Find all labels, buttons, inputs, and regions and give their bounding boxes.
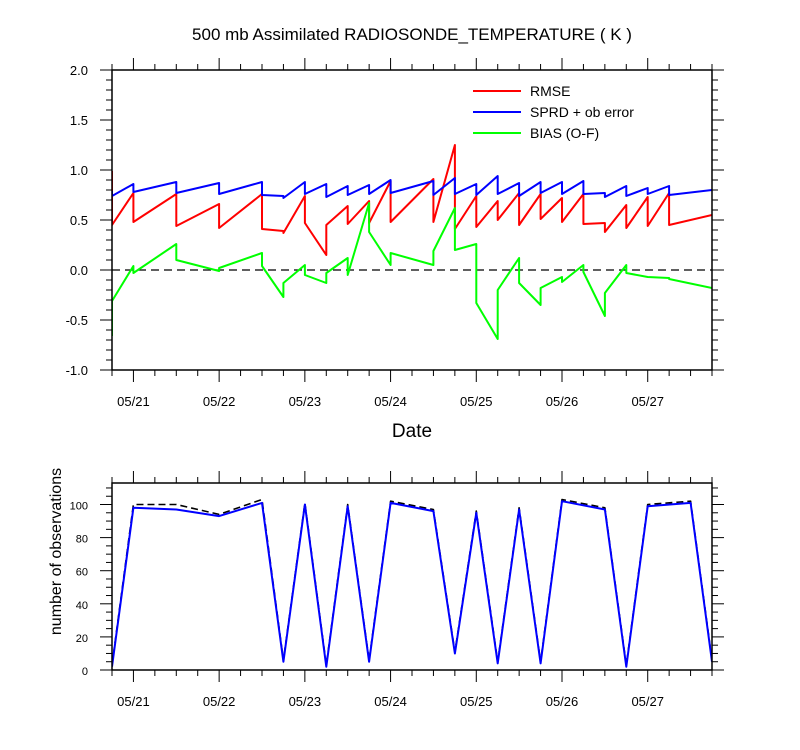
x-tick-label: 05/26 [546,694,579,709]
x-tick-label: 05/21 [117,394,150,409]
x-tick-label: 05/24 [374,394,407,409]
chart-title: 500 mb Assimilated RADIOSONDE_TEMPERATUR… [192,25,632,44]
y-tick-label: 40 [76,600,88,612]
y-tick-label: 1.5 [70,113,88,128]
x-tick-label: 05/26 [546,394,579,409]
temperature-stats-panel: 500 mb Assimilated RADIOSONDE_TEMPERATUR… [66,25,724,442]
y-tick-label: 20 [76,633,88,645]
legend-label: SPRD + ob error [530,104,634,120]
x-tick-label: 05/22 [203,394,236,409]
y-tick-label: 80 [76,534,88,546]
y-tick-label: 60 [76,567,88,579]
y-tick-label: 0.5 [70,213,88,228]
y-tick-label: 0.0 [70,263,88,278]
y-tick-label: 100 [70,501,88,513]
legend-label: RMSE [530,83,570,99]
x-tick-label: 05/25 [460,394,493,409]
legend: RMSE SPRD + ob error BIAS (O-F) [473,83,634,141]
observation-count-panel: 0 20 40 60 80 100 05/21 05/22 05/23 05/24 05/25 05/… [48,468,724,709]
x-tick-label: 05/25 [460,694,493,709]
series-line-bias-o-f [112,202,712,340]
y-tick-label: 2.0 [70,63,88,78]
series-line-sprd-ob-error [112,175,712,199]
y-axis-label: number of observations [48,468,65,635]
series-line-rmse [112,144,712,256]
y-tick-label: -1.0 [66,363,88,378]
x-tick-label: 05/24 [374,694,407,709]
x-tick-label: 05/27 [631,694,664,709]
x-tick-label: 05/23 [289,394,322,409]
x-tick-label: 05/21 [117,694,150,709]
y-tick-label: -0.5 [66,313,88,328]
x-axis-label: Date [392,421,432,442]
x-tick-label: 05/22 [203,694,236,709]
x-tick-label: 05/23 [289,694,322,709]
y-tick-label: 1.0 [70,163,88,178]
y-tick-label: 0 [82,666,88,678]
x-tick-label: 05/27 [631,394,664,409]
series-line-used [112,500,712,668]
legend-label: BIAS (O-F) [530,125,599,141]
